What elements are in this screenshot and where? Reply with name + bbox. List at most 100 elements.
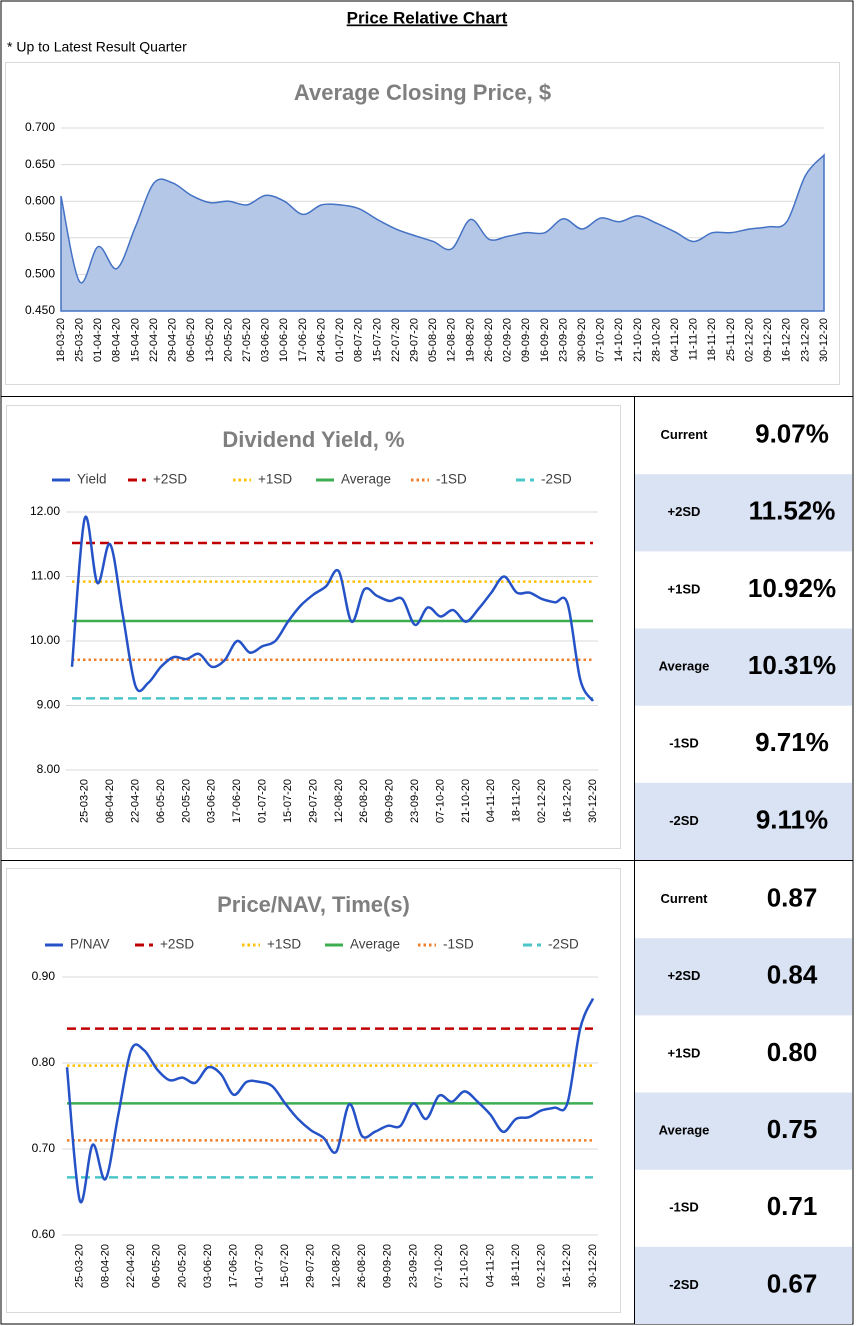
area — [60, 153, 825, 312]
legend-label: P/NAV — [70, 937, 110, 952]
x-tick-label: 14-10-20 — [613, 318, 625, 362]
legend-label: Average — [341, 472, 391, 487]
y-tick-label: 12.00 — [30, 504, 60, 518]
x-tick-label: 25-03-20 — [74, 1244, 86, 1288]
stat-value: 10.31% — [748, 650, 836, 680]
x-tick-label: 01-04-20 — [92, 318, 104, 362]
x-tick-label: 26-08-20 — [356, 1244, 368, 1288]
x-tick-label: 10-06-20 — [278, 318, 290, 362]
chart-title: Average Closing Price, $ — [294, 80, 551, 105]
y-tick-label: 0.70 — [32, 1141, 56, 1155]
x-tick-label: 09-09-20 — [382, 1244, 394, 1288]
chart-title: Dividend Yield, % — [222, 427, 404, 452]
stat-value: 9.11% — [756, 804, 828, 834]
x-tick-label: 29-07-20 — [307, 779, 319, 823]
x-tick-label: 06-05-20 — [185, 318, 197, 362]
x-tick-label: 18-11-20 — [706, 318, 718, 361]
x-tick-label: 02-09-20 — [502, 318, 514, 362]
page-title: Price Relative Chart — [347, 8, 508, 27]
row-shade — [635, 1246, 852, 1324]
y-tick-label: 0.600 — [25, 193, 55, 207]
x-tick-label: 23-09-20 — [407, 1244, 419, 1288]
x-tick-label: 24-06-20 — [315, 318, 327, 362]
legend-label: +2SD — [153, 472, 187, 487]
x-tick-label: 21-10-20 — [632, 318, 644, 362]
x-tick-label: 21-10-20 — [459, 1244, 471, 1288]
x-tick-label: 17-06-20 — [228, 1244, 240, 1288]
x-tick-label: 21-10-20 — [460, 779, 472, 823]
x-tick-label: 25-03-20 — [79, 779, 91, 823]
legend-label: Yield — [77, 472, 107, 487]
stat-label: -2SD — [669, 1277, 699, 1292]
x-tick-label: 28-10-20 — [650, 318, 662, 362]
x-tick-label: 04-11-20 — [484, 1244, 496, 1287]
x-tick-label: 12-08-20 — [333, 779, 345, 823]
x-tick-label: 02-12-20 — [536, 1244, 548, 1288]
row-shade — [635, 1092, 852, 1170]
x-tick-label: 07-10-20 — [434, 779, 446, 823]
chart-frame — [6, 868, 621, 1313]
x-tick-label: 22-04-20 — [148, 318, 160, 362]
x-tick-label: 12-08-20 — [330, 1244, 342, 1288]
stat-value: 0.67 — [767, 1268, 818, 1298]
x-tick-label: 09-12-20 — [762, 318, 774, 362]
x-tick-label: 16-12-20 — [561, 779, 573, 823]
stat-value: 0.75 — [767, 1114, 818, 1144]
legend-label: Average — [350, 937, 400, 952]
x-tick-label: 19-08-20 — [464, 318, 476, 362]
x-tick-label: 12-08-20 — [446, 318, 458, 362]
x-tick-label: 06-05-20 — [151, 1244, 163, 1288]
chart-title: Price/NAV, Time(s) — [217, 892, 410, 917]
x-tick-label: 18-11-20 — [511, 779, 523, 822]
row-shade — [635, 782, 852, 860]
stat-value: 0.80 — [767, 1037, 818, 1067]
x-tick-label: 08-07-20 — [353, 318, 365, 362]
x-tick-label: 20-05-20 — [222, 318, 234, 362]
x-tick-label: 23-09-20 — [557, 318, 569, 362]
y-tick-label: 0.90 — [32, 969, 56, 983]
x-tick-label: 13-05-20 — [204, 318, 216, 362]
x-tick-label: 09-09-20 — [384, 779, 396, 823]
x-tick-label: 22-04-20 — [125, 1244, 137, 1288]
stat-label: -1SD — [669, 736, 699, 751]
x-tick-label: 15-07-20 — [282, 779, 294, 823]
row-shade — [635, 474, 852, 552]
y-tick-label: 0.80 — [32, 1055, 56, 1069]
x-tick-label: 22-07-20 — [390, 318, 402, 362]
x-tick-label: 07-10-20 — [595, 318, 607, 362]
stat-label: +1SD — [668, 581, 701, 596]
series-line — [70, 515, 595, 702]
x-tick-label: 01-07-20 — [257, 779, 269, 823]
legend-label: -1SD — [443, 937, 474, 952]
x-tick-label: 16-09-20 — [539, 318, 551, 362]
stat-value: 0.87 — [767, 882, 818, 912]
series-line — [65, 997, 595, 1204]
y-tick-label: 0.550 — [25, 230, 55, 244]
legend-label: -1SD — [436, 472, 467, 487]
stat-label: -2SD — [669, 813, 699, 828]
x-tick-label: 01-07-20 — [253, 1244, 265, 1288]
stat-value: 10.92% — [748, 573, 836, 603]
x-tick-label: 15-04-20 — [129, 318, 141, 362]
x-tick-label: 27-05-20 — [241, 318, 253, 362]
stat-value: 9.71% — [755, 727, 829, 757]
stat-label: Average — [659, 1123, 710, 1138]
x-tick-label: 04-11-20 — [485, 779, 497, 822]
legend-label: -2SD — [548, 937, 579, 952]
x-tick-label: 30-12-20 — [587, 779, 599, 823]
x-tick-label: 23-09-20 — [409, 779, 421, 823]
x-tick-label: 18-03-20 — [55, 318, 67, 362]
y-tick-label: 0.60 — [32, 1227, 56, 1241]
legend-label: +1SD — [267, 937, 301, 952]
x-tick-label: 02-12-20 — [743, 318, 755, 362]
x-tick-label: 03-06-20 — [206, 779, 218, 823]
legend-label: +2SD — [160, 937, 194, 952]
x-tick-label: 09-09-20 — [520, 318, 532, 362]
x-tick-label: 11-11-20 — [688, 318, 700, 360]
x-tick-label: 29-07-20 — [408, 318, 420, 362]
y-tick-label: 9.00 — [37, 698, 61, 712]
x-tick-label: 08-04-20 — [104, 779, 116, 823]
y-tick-label: 0.500 — [25, 267, 55, 281]
